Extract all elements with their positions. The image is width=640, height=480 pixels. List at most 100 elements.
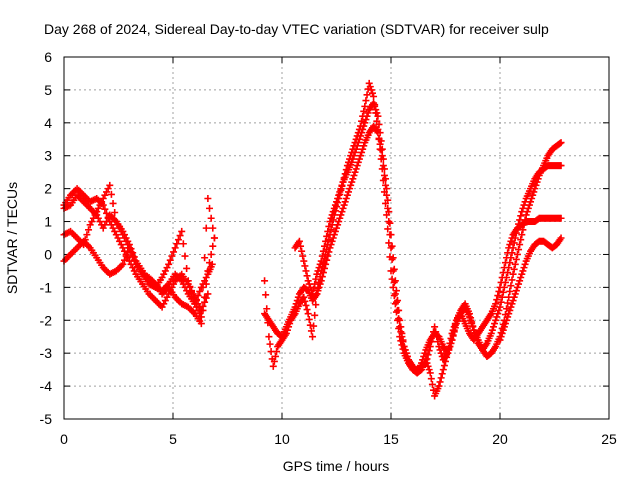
data-point [197,320,205,328]
data-point [199,302,207,310]
data-point [156,301,164,309]
data-point [469,323,477,331]
x-tick-label: 5 [169,431,177,447]
data-point [329,208,337,216]
data-point [309,290,317,298]
data-point [370,92,378,100]
data-point [210,234,218,242]
data-point [321,242,329,250]
data-point [496,336,504,344]
data-point [312,275,320,283]
data-point [337,211,345,219]
data-point [366,83,374,91]
data-point [376,129,384,137]
data-point [520,264,528,272]
data-point [510,293,518,301]
data-point [160,300,168,308]
data-point [202,280,210,288]
data-point [96,218,104,226]
data-point [179,240,187,248]
data-point [362,97,370,105]
data-point [451,324,459,332]
data-point [516,277,524,285]
data-point [498,329,506,337]
data-point [94,196,102,204]
data-point [107,221,115,229]
data-point [497,298,505,306]
data-point [158,303,166,311]
data-point [499,326,507,334]
data-point [67,250,75,258]
data-point [353,142,361,150]
data-point [209,224,217,232]
data-point [355,155,363,163]
data-point [325,222,333,230]
data-point [315,283,323,291]
data-point [196,287,204,295]
data-point [176,232,184,240]
data-point [204,267,212,275]
data-point [511,234,519,242]
data-point [356,132,364,140]
data-point [377,137,385,145]
data-point [364,109,372,117]
data-point [348,178,356,186]
data-point [439,366,447,374]
data-point [323,256,331,264]
data-point [334,195,342,203]
data-point [328,211,336,219]
x-tick-label: 0 [60,431,68,447]
plot-series [60,79,565,400]
data-point [316,260,324,268]
data-point [557,234,565,242]
data-point [450,328,458,336]
data-point [424,362,432,370]
data-point [374,112,382,120]
data-point [304,277,312,285]
data-point [314,287,322,295]
data-point [418,359,426,367]
data-point [116,237,124,245]
data-point [85,226,93,234]
x-tick-label: 20 [492,431,508,447]
data-point [163,293,171,301]
data-point [468,320,476,328]
data-point [336,214,344,222]
data-point [299,252,307,260]
data-point [449,332,457,340]
data-point [518,208,526,216]
data-point [498,293,506,301]
data-point [319,247,327,255]
data-point [270,357,278,365]
data-point [181,301,189,309]
data-point [493,296,501,304]
data-point [188,306,196,314]
data-point [116,224,124,232]
data-point [68,190,76,198]
data-point [507,237,515,245]
data-point [168,252,176,260]
y-tick-label: 4 [44,115,52,131]
data-point [163,285,171,293]
data-point [501,320,509,328]
data-point [359,145,367,153]
data-point [389,254,397,262]
data-point [86,204,94,212]
data-point [421,349,429,357]
data-point [166,256,174,264]
data-point [71,246,79,254]
data-point [365,79,373,87]
data-point [112,231,120,239]
data-point [515,246,523,254]
data-point [362,116,370,124]
data-point [506,306,514,314]
data-point [445,346,453,354]
data-point [446,343,454,351]
data-point [178,227,186,235]
data-point [348,158,356,166]
data-point [86,221,94,229]
data-point [351,148,359,156]
data-point [150,295,158,303]
data-point [101,191,109,199]
data-point [350,152,358,160]
